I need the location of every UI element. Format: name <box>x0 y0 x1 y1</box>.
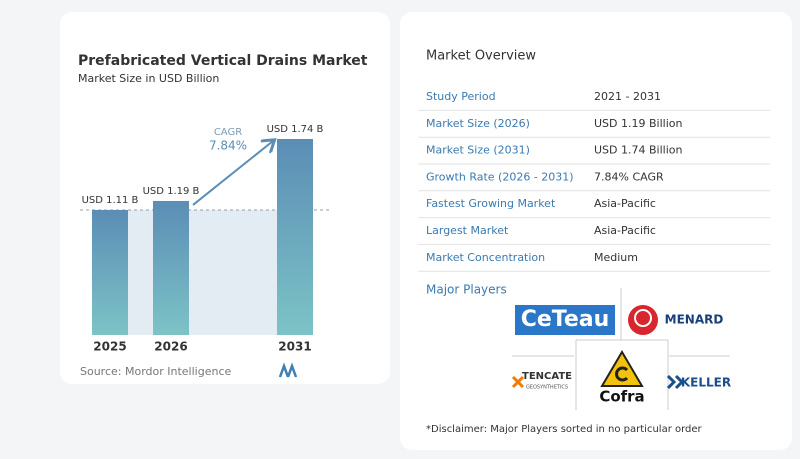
row-value: 7.84% CAGR <box>594 170 664 183</box>
bar <box>153 200 189 335</box>
overview-title: Market Overview <box>426 49 536 64</box>
chart-subtitle: Market Size in USD Billion <box>78 72 219 85</box>
row-label: Market Size (2026) <box>426 117 530 130</box>
player-logo: TENCATE <box>522 371 572 382</box>
row-value: Asia-Pacific <box>594 224 656 237</box>
value-label: USD 1.11 B <box>82 195 139 206</box>
row-label: Growth Rate (2026 - 2031) <box>426 170 574 183</box>
tencate-icon <box>511 375 525 389</box>
row-value: Asia-Pacific <box>594 197 656 210</box>
player-logo: MENARD <box>665 313 724 327</box>
row-value: 2021 - 2031 <box>594 90 661 103</box>
x-tick-label: 2026 <box>154 340 187 354</box>
cofra-icon <box>600 350 644 387</box>
x-tick-label: 2025 <box>93 340 126 354</box>
brand-logo <box>278 362 298 378</box>
value-label: USD 1.74 B <box>267 124 324 135</box>
menard-icon <box>628 305 658 335</box>
baseline-region <box>128 209 277 335</box>
players-title: Major Players <box>426 283 507 297</box>
x-tick-label: 2031 <box>278 340 311 354</box>
cagr-arrow <box>192 141 273 206</box>
row-label: Market Concentration <box>426 251 545 264</box>
bar <box>92 209 128 335</box>
player-logo: CeTeau <box>521 307 610 332</box>
chart-title: Prefabricated Vertical Drains Market <box>78 53 368 69</box>
row-value: Medium <box>594 251 638 264</box>
cagr-value: 7.84% <box>209 139 247 153</box>
value-label: USD 1.19 B <box>143 186 200 197</box>
bar <box>277 139 313 335</box>
row-label: Study Period <box>426 90 496 103</box>
player-logo-sub: GEOSYNTHETICS <box>526 385 568 391</box>
overview-card <box>400 12 792 450</box>
row-label: Largest Market <box>426 224 509 237</box>
row-value: USD 1.19 Billion <box>594 117 682 130</box>
source: Source: Mordor Intelligence <box>80 365 231 378</box>
row-label: Fastest Growing Market <box>426 197 556 210</box>
player-logo: KELLER <box>681 376 731 390</box>
disclaimer: *Disclaimer: Major Players sorted in no … <box>426 424 703 435</box>
player-logo: Cofra <box>599 388 644 406</box>
keller-icon <box>666 374 685 390</box>
row-value: USD 1.74 Billion <box>594 144 682 157</box>
player-dividers <box>512 288 730 410</box>
logo-bg <box>515 305 615 335</box>
cagr-label: CAGR <box>214 127 242 138</box>
row-label: Market Size (2031) <box>426 144 530 157</box>
